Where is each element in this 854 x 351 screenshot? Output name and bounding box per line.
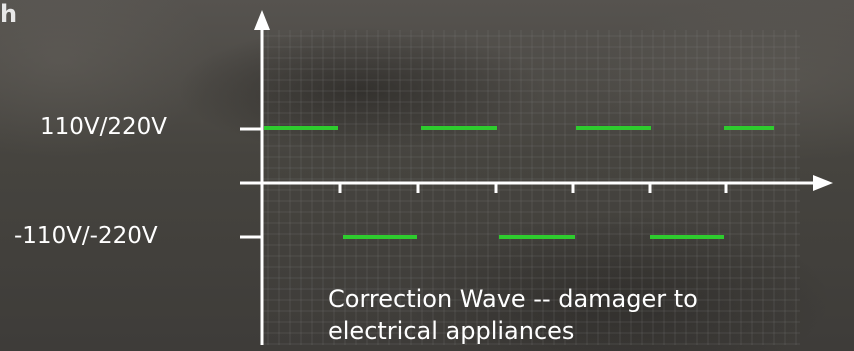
background-grid (262, 30, 800, 345)
axes (240, 10, 833, 345)
caption-line-2: electrical appliances (328, 317, 575, 345)
y-axis-arrow (254, 10, 270, 30)
caption-line-1: Correction Wave -- damager to (328, 285, 698, 313)
positive-voltage-label: 110V/220V (40, 114, 168, 140)
caption: Correction Wave -- damager to electrical… (328, 283, 698, 347)
x-axis-arrow (813, 175, 833, 191)
negative-voltage-label: -110V/-220V (14, 223, 158, 249)
x-axis-ticks (338, 183, 728, 193)
x-axis-unit-label: h (0, 0, 18, 28)
wave-segments (264, 126, 774, 239)
